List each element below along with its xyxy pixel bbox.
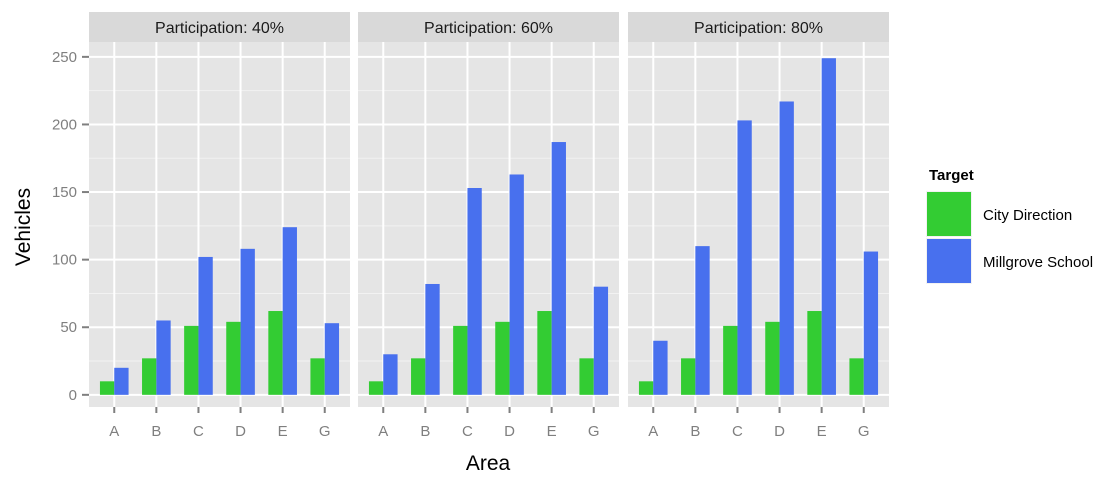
x-axis-title: Area xyxy=(466,452,511,475)
x-tick-label: G xyxy=(319,423,331,440)
facet-strip-label: Participation: 40% xyxy=(155,20,284,37)
legend-swatch-city-direction xyxy=(927,192,971,236)
bar-city-direction-c xyxy=(453,325,468,395)
x-tick-label: C xyxy=(193,423,204,440)
bar-city-direction-a xyxy=(638,381,654,395)
x-tick-label: B xyxy=(420,423,430,440)
facet-panels: Participation: 40% Participation: 60% Part… xyxy=(89,12,889,407)
legend-label-millgrove-school: Millgrove School xyxy=(983,254,1093,271)
bar-city-direction-d xyxy=(765,321,780,395)
x-tick-label: E xyxy=(278,423,288,440)
x-tick-label: E xyxy=(817,423,827,440)
bar-city-direction-a xyxy=(368,381,384,395)
bar-millgrove-school-b xyxy=(695,246,710,395)
bar-millgrove-school-d xyxy=(240,248,255,395)
bar-city-direction-b xyxy=(142,358,157,395)
panel-background xyxy=(89,42,350,407)
y-tick-label: 200 xyxy=(52,116,77,133)
bar-millgrove-school-b xyxy=(425,283,440,395)
bar-city-direction-e xyxy=(268,311,283,395)
facet-panel-2: Participation: 60% xyxy=(358,12,619,407)
x-tick-label: D xyxy=(774,423,785,440)
bar-millgrove-school-a xyxy=(653,340,668,395)
bar-city-direction-e xyxy=(807,311,822,395)
y-tick-label: 250 xyxy=(52,49,77,66)
facet-panel-1: Participation: 40% xyxy=(89,12,350,407)
bar-city-direction-d xyxy=(495,321,510,395)
bar-millgrove-school-a xyxy=(114,367,129,395)
bar-millgrove-school-e xyxy=(551,142,566,395)
bar-millgrove-school-e xyxy=(821,58,836,395)
bar-city-direction-a xyxy=(99,381,115,395)
facet-strip xyxy=(358,12,619,42)
panel-background xyxy=(358,42,619,407)
legend: Target City Direction Millgrove School xyxy=(926,167,1093,284)
facet-panel-3: Participation: 80% xyxy=(628,12,889,407)
bar-city-direction-g xyxy=(849,358,864,395)
facet-strip-label: Participation: 80% xyxy=(694,20,823,37)
bar-city-direction-e xyxy=(537,311,552,395)
bar-city-direction-b xyxy=(411,358,426,395)
legend-swatch-millgrove-school xyxy=(927,239,971,283)
bar-millgrove-school-c xyxy=(467,188,482,395)
panel-background xyxy=(628,42,889,407)
facet-strip xyxy=(89,12,350,42)
bar-city-direction-c xyxy=(723,325,738,395)
y-tick-label: 0 xyxy=(69,387,77,404)
x-tick-label: E xyxy=(547,423,557,440)
x-tick-label: B xyxy=(151,423,161,440)
bar-millgrove-school-c xyxy=(198,256,213,395)
x-tick-label: A xyxy=(109,423,119,440)
x-tick-label: A xyxy=(648,423,658,440)
x-tick-label: C xyxy=(462,423,473,440)
bar-city-direction-c xyxy=(184,325,199,395)
x-tick-label: G xyxy=(588,423,600,440)
x-tick-label: G xyxy=(858,423,870,440)
x-tick-label: D xyxy=(235,423,246,440)
legend-title: Target xyxy=(929,167,974,184)
bar-millgrove-school-c xyxy=(737,120,752,395)
bar-millgrove-school-a xyxy=(383,354,398,395)
bar-millgrove-school-e xyxy=(282,227,297,395)
bar-city-direction-g xyxy=(310,358,325,395)
bar-city-direction-b xyxy=(681,358,696,395)
bar-millgrove-school-d xyxy=(779,101,794,395)
bar-millgrove-school-g xyxy=(863,251,879,395)
y-axis: 0 50 100 150 200 250 xyxy=(52,49,89,404)
bar-millgrove-school-b xyxy=(156,320,171,395)
facet-strip xyxy=(628,12,889,42)
bar-millgrove-school-g xyxy=(324,323,340,395)
facet-strip-label: Participation: 60% xyxy=(424,20,553,37)
x-tick-label: B xyxy=(690,423,700,440)
y-tick-label: 100 xyxy=(52,252,77,269)
y-tick-label: 50 xyxy=(60,319,77,336)
x-tick-label: D xyxy=(504,423,515,440)
y-tick-label: 150 xyxy=(52,184,77,201)
bar-millgrove-school-g xyxy=(593,286,609,395)
legend-label-city-direction: City Direction xyxy=(983,207,1072,224)
bar-millgrove-school-d xyxy=(509,174,524,395)
x-tick-label: C xyxy=(732,423,743,440)
x-tick-label: A xyxy=(378,423,388,440)
y-axis-title: Vehicles xyxy=(12,188,35,266)
bar-city-direction-d xyxy=(226,321,241,395)
bar-city-direction-g xyxy=(579,358,594,395)
